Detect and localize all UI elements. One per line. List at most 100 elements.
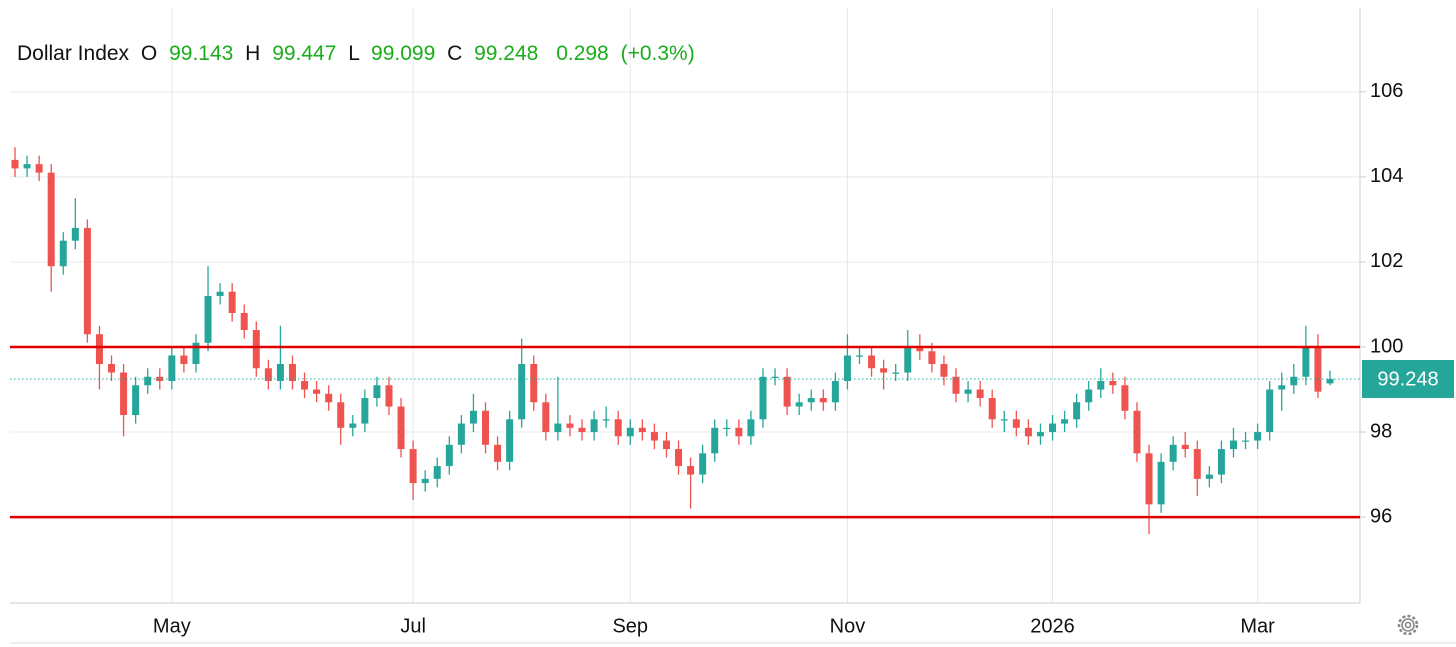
- candle-body: [590, 419, 598, 433]
- candle-body: [192, 342, 200, 365]
- candle-body: [421, 478, 429, 484]
- x-tick-label: Jul: [400, 615, 426, 637]
- candle-body: [1302, 347, 1310, 377]
- candle-body: [1109, 381, 1117, 386]
- candle-body: [433, 466, 441, 479]
- change-value: 0.298: [556, 42, 609, 65]
- candle-body: [988, 398, 996, 420]
- candle-body: [1024, 427, 1032, 437]
- y-tick-label: 100: [1370, 335, 1403, 357]
- candle-body: [578, 427, 586, 433]
- candle-body: [180, 355, 188, 365]
- candle-body: [687, 466, 695, 475]
- candle-body: [843, 355, 851, 382]
- y-tick-label: 96: [1370, 505, 1392, 527]
- candle-body: [626, 427, 634, 437]
- high-value: 99.447: [272, 42, 336, 65]
- chart-header: Dollar Index O 99.143 H 99.447 L 99.099 …: [17, 42, 695, 65]
- candle-body: [47, 172, 55, 267]
- candle-body: [216, 291, 224, 296]
- candle-body: [819, 398, 827, 403]
- candle-body: [1290, 376, 1298, 386]
- candle-body: [337, 402, 345, 428]
- candle-body: [518, 364, 526, 420]
- candle-body: [1278, 385, 1286, 390]
- candle-body: [735, 427, 743, 437]
- gear-ring: [1401, 618, 1415, 632]
- gear-teeth: [1397, 614, 1419, 636]
- candle-body: [120, 372, 128, 416]
- candle-body: [759, 376, 767, 420]
- last-price-label: 99.248: [1377, 368, 1438, 390]
- candle-body: [95, 334, 103, 365]
- candle-body: [204, 295, 212, 343]
- x-tick-label: 2026: [1030, 615, 1075, 637]
- plot: 96 98 100 102 104 106 May Jul Sep Nov 2026 Mar 99.24…: [10, 8, 1456, 644]
- candle-body: [385, 385, 393, 407]
- candle-body: [831, 381, 839, 403]
- candle-body: [156, 376, 164, 382]
- candle-body: [747, 419, 755, 437]
- last-price-box: [1362, 359, 1454, 398]
- candle-body: [108, 364, 116, 373]
- x-tick-label: Mar: [1240, 615, 1275, 637]
- candle-body: [1085, 389, 1093, 403]
- candle-body: [940, 364, 948, 377]
- candle-body: [59, 240, 67, 267]
- candle-body: [168, 355, 176, 382]
- candle-body: [1181, 444, 1189, 450]
- candle-body: [638, 427, 646, 433]
- high-label: H: [245, 42, 260, 65]
- candle-body: [482, 410, 490, 445]
- x-tick-label: Nov: [830, 615, 866, 637]
- settings-icon[interactable]: [1397, 614, 1419, 636]
- candle-body: [928, 351, 936, 365]
- candle-body: [1229, 440, 1237, 450]
- candle-body: [662, 440, 670, 450]
- y-tick-label: 102: [1370, 250, 1403, 272]
- candle-body: [783, 376, 791, 407]
- gear-hub: [1404, 621, 1412, 629]
- candle-body: [1061, 419, 1069, 424]
- candle-body: [445, 444, 453, 467]
- candle-body: [1254, 432, 1262, 441]
- candle-body: [892, 372, 900, 374]
- candle-body: [1036, 432, 1044, 437]
- candle-body: [469, 410, 477, 424]
- open-label: O: [141, 42, 157, 65]
- candle-body: [1000, 419, 1008, 421]
- candle-body: [711, 427, 719, 454]
- candle-body: [1157, 461, 1165, 505]
- candle-body: [457, 423, 465, 445]
- candle-body: [554, 423, 562, 433]
- candle-body: [964, 389, 972, 394]
- candle-body: [1242, 440, 1250, 442]
- candle-body: [952, 376, 960, 394]
- candle-body: [83, 227, 91, 335]
- candle-body: [650, 432, 658, 441]
- candle-body: [723, 427, 731, 429]
- y-tick-label: 106: [1370, 80, 1403, 102]
- candle-body: [301, 381, 309, 390]
- candle-body: [264, 368, 272, 382]
- candle-body: [880, 368, 888, 373]
- x-tick-label: May: [153, 615, 191, 637]
- candle-body: [276, 364, 284, 382]
- candle-body: [132, 385, 140, 416]
- candle-body: [855, 355, 863, 357]
- candle-body: [1326, 378, 1334, 384]
- candle-body: [252, 329, 260, 369]
- candle-body: [313, 389, 321, 394]
- candle-body: [373, 385, 381, 399]
- change-percent: (+0.3%): [621, 42, 695, 65]
- candle-body: [397, 406, 405, 450]
- candle-body: [1193, 449, 1201, 479]
- y-tick-label: 98: [1370, 420, 1392, 442]
- candle-body: [240, 312, 248, 330]
- candle-body: [1133, 410, 1141, 454]
- close-label: C: [447, 42, 462, 65]
- candle-body: [288, 364, 296, 382]
- candle-body: [1266, 389, 1274, 433]
- candle-body: [1205, 474, 1213, 479]
- candle-body: [795, 402, 803, 407]
